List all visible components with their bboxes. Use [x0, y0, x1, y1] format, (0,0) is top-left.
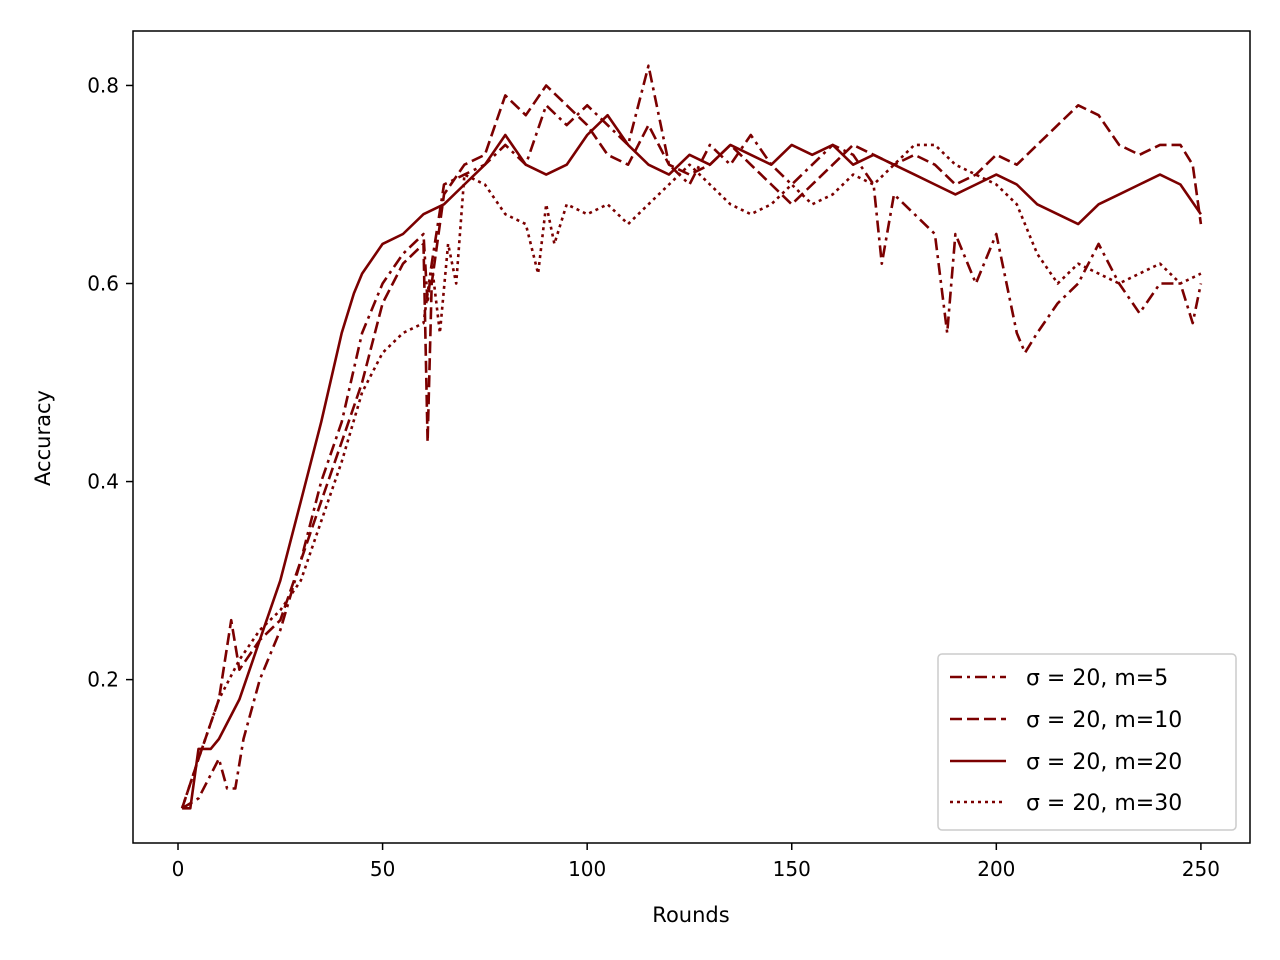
series-line-m10	[180, 84, 1203, 809]
y-tick-label: 0.6	[87, 272, 119, 296]
plot-frame	[132, 30, 1251, 844]
y-axis-label: Accuracy	[31, 390, 55, 486]
plot-series	[180, 64, 1203, 810]
x-tick-label: 50	[370, 857, 395, 881]
legend-label-m30: σ = 20, m=30	[1026, 791, 1182, 816]
y-tick-label: 0.2	[87, 668, 119, 692]
legend-label-m5: σ = 20, m=5	[1026, 666, 1168, 691]
x-tick-label: 150	[773, 857, 811, 881]
x-axis-ticks: 0 50 100 150 200 250	[172, 843, 1220, 881]
y-tick-label: 0.4	[87, 470, 119, 494]
series-line-m20	[182, 113, 1202, 810]
x-tick-label: 0	[172, 857, 185, 881]
x-tick-label: 250	[1182, 857, 1220, 881]
series-line-m30	[180, 143, 1202, 809]
x-axis-label: Rounds	[652, 903, 729, 927]
legend-label-m20: σ = 20, m=20	[1026, 750, 1182, 775]
legend-label-m10: σ = 20, m=10	[1026, 708, 1182, 733]
legend-box	[937, 653, 1237, 831]
y-tick-label: 0.8	[87, 73, 119, 97]
legend: σ = 20, m=5 σ = 20, m=10 σ = 20, m=20 σ …	[937, 653, 1237, 831]
series-line-m5	[181, 64, 1203, 810]
x-tick-label: 200	[977, 857, 1015, 881]
x-tick-label: 100	[568, 857, 606, 881]
y-axis-ticks: 0.2 0.4 0.6 0.8	[87, 73, 133, 692]
